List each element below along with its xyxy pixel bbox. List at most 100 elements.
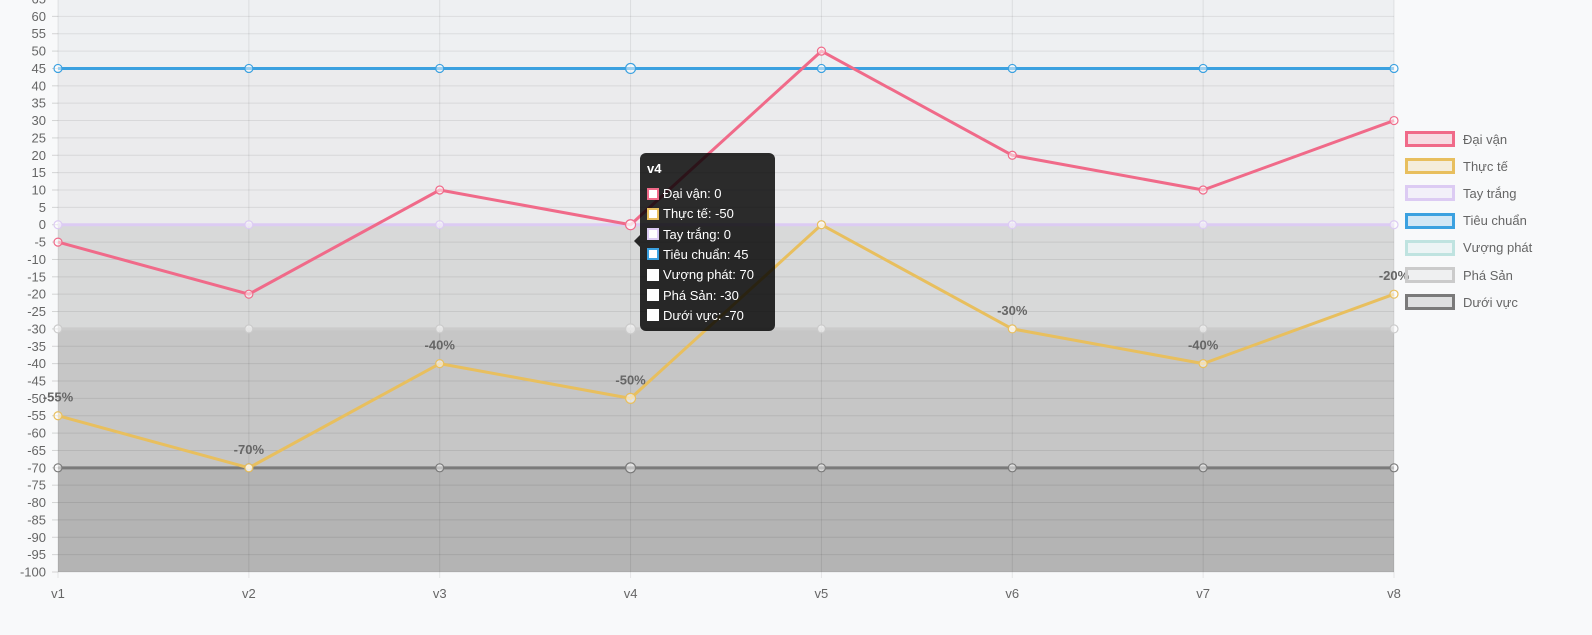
- y-tick-label: -15: [27, 269, 46, 284]
- background-band-4: [58, 467, 1394, 572]
- data-point: [435, 220, 445, 230]
- x-tick-label: v4: [624, 586, 638, 601]
- legend-item[interactable]: Đại vận: [1405, 129, 1507, 149]
- tooltip-color-box: [647, 248, 659, 261]
- y-tick-label: 0: [39, 217, 46, 232]
- legend-swatch: [1405, 267, 1455, 283]
- legend-swatch: [1405, 131, 1455, 147]
- tooltip-row: Vượng phát: 70: [647, 267, 754, 282]
- legend-item[interactable]: Tiêu chuẩn: [1405, 211, 1527, 231]
- data-point: [53, 324, 63, 334]
- legend-label: Đại vận: [1463, 131, 1508, 147]
- y-tick-label: 30: [32, 113, 46, 128]
- data-point: [1007, 324, 1017, 334]
- data-point: [816, 46, 827, 56]
- data-point: [624, 323, 637, 335]
- y-tick-label: 40: [32, 78, 46, 93]
- data-label: -50%: [615, 372, 646, 387]
- y-tick-label: -65: [27, 443, 46, 458]
- data-label: -40%: [425, 338, 456, 353]
- data-point: [1198, 324, 1208, 334]
- data-point: [244, 324, 254, 334]
- y-tick-label: -35: [27, 339, 46, 354]
- y-tick-label: 65: [32, 0, 46, 7]
- legend-swatch: [1405, 212, 1455, 229]
- tooltip-row: Tiêu chuẩn: 45: [647, 247, 749, 262]
- y-tick-label: -30: [27, 321, 46, 336]
- y-tick-label: -80: [27, 495, 46, 510]
- background-band-3: [58, 328, 1394, 468]
- y-tick-label: -45: [27, 374, 46, 389]
- data-label: -40%: [1188, 338, 1219, 353]
- tooltip-row: Dưới vực: -70: [647, 308, 744, 323]
- legend-label: Thực tế: [1463, 158, 1508, 174]
- data-label: -70%: [234, 442, 265, 457]
- x-tick-label: v7: [1196, 586, 1210, 601]
- tooltip-row: Tay trắng: 0: [647, 227, 731, 242]
- legend-item[interactable]: Vượng phát: [1405, 238, 1532, 258]
- data-point: [816, 324, 827, 334]
- tooltip-title: v4: [647, 161, 662, 176]
- legend-item[interactable]: Phá Sản: [1405, 265, 1513, 285]
- y-tick-label: 50: [32, 44, 46, 59]
- data-point: [1007, 463, 1017, 473]
- legend-item[interactable]: Thực tế: [1405, 156, 1508, 176]
- tooltip-row-text: Tay trắng: 0: [663, 226, 731, 242]
- data-point: [624, 392, 637, 404]
- legend-swatch: [1405, 239, 1455, 256]
- tooltip-color-box: [647, 187, 659, 200]
- legend-item[interactable]: Dưới vực: [1405, 292, 1518, 312]
- data-point: [1389, 463, 1399, 473]
- y-tick-label: -10: [27, 252, 46, 267]
- y-tick-label: -5: [34, 235, 46, 250]
- data-point: [1389, 324, 1399, 334]
- tooltip-row: Đại vận: 0: [647, 186, 722, 201]
- data-point: [1198, 185, 1208, 195]
- legend-label: Vượng phát: [1463, 240, 1533, 256]
- tooltip-row-text: Vượng phát: 70: [663, 267, 754, 283]
- y-tick-label: -20: [27, 287, 46, 302]
- y-tick-label: -55: [27, 408, 46, 423]
- data-point: [1007, 220, 1017, 230]
- y-tick-label: -95: [27, 547, 46, 562]
- background-band-0: [58, 0, 1394, 69]
- tooltip-color-box: [647, 268, 659, 281]
- y-tick-label: 55: [32, 26, 46, 41]
- tooltip-row-text: Tiêu chuẩn: 45: [663, 246, 749, 262]
- tooltip-row-text: Phá Sản: -30: [663, 287, 739, 303]
- x-tick-label: v6: [1005, 586, 1019, 601]
- data-point: [624, 219, 637, 231]
- tooltip-color-box: [647, 228, 659, 241]
- data-point: [244, 463, 254, 473]
- legend-label: Phá Sản: [1463, 267, 1513, 283]
- y-tick-label: 5: [39, 200, 46, 215]
- data-point: [816, 220, 827, 230]
- y-tick-label: -90: [27, 530, 46, 545]
- data-point: [435, 324, 445, 334]
- y-tick-label: 10: [32, 183, 46, 198]
- data-point: [816, 463, 827, 473]
- data-point: [624, 462, 637, 474]
- data-point: [435, 63, 445, 74]
- tooltip-row-text: Dưới vực: -70: [663, 307, 744, 323]
- series-line-0: [57, 49, 1395, 296]
- y-tick-label: -40: [27, 356, 46, 371]
- legend-item[interactable]: Tay trắng: [1405, 183, 1516, 203]
- legend-label: Tiêu chuẩn: [1463, 213, 1527, 229]
- data-label: -55%: [43, 390, 74, 405]
- y-tick-label: 25: [32, 130, 46, 145]
- data-point: [244, 289, 254, 299]
- data-point: [1007, 63, 1017, 74]
- data-point: [53, 463, 63, 473]
- data-point: [1389, 220, 1399, 230]
- x-tick-label: v2: [242, 586, 256, 601]
- tooltip-row: Phá Sản: -30: [647, 288, 739, 303]
- data-point: [1389, 115, 1399, 126]
- y-tick-label: -75: [27, 478, 46, 493]
- data-point: [53, 220, 63, 230]
- tooltip-row: Thực tế: -50: [647, 206, 734, 221]
- legend-swatch: [1405, 294, 1455, 311]
- data-point: [53, 411, 63, 421]
- data-point: [624, 62, 637, 75]
- legend-swatch: [1405, 185, 1455, 202]
